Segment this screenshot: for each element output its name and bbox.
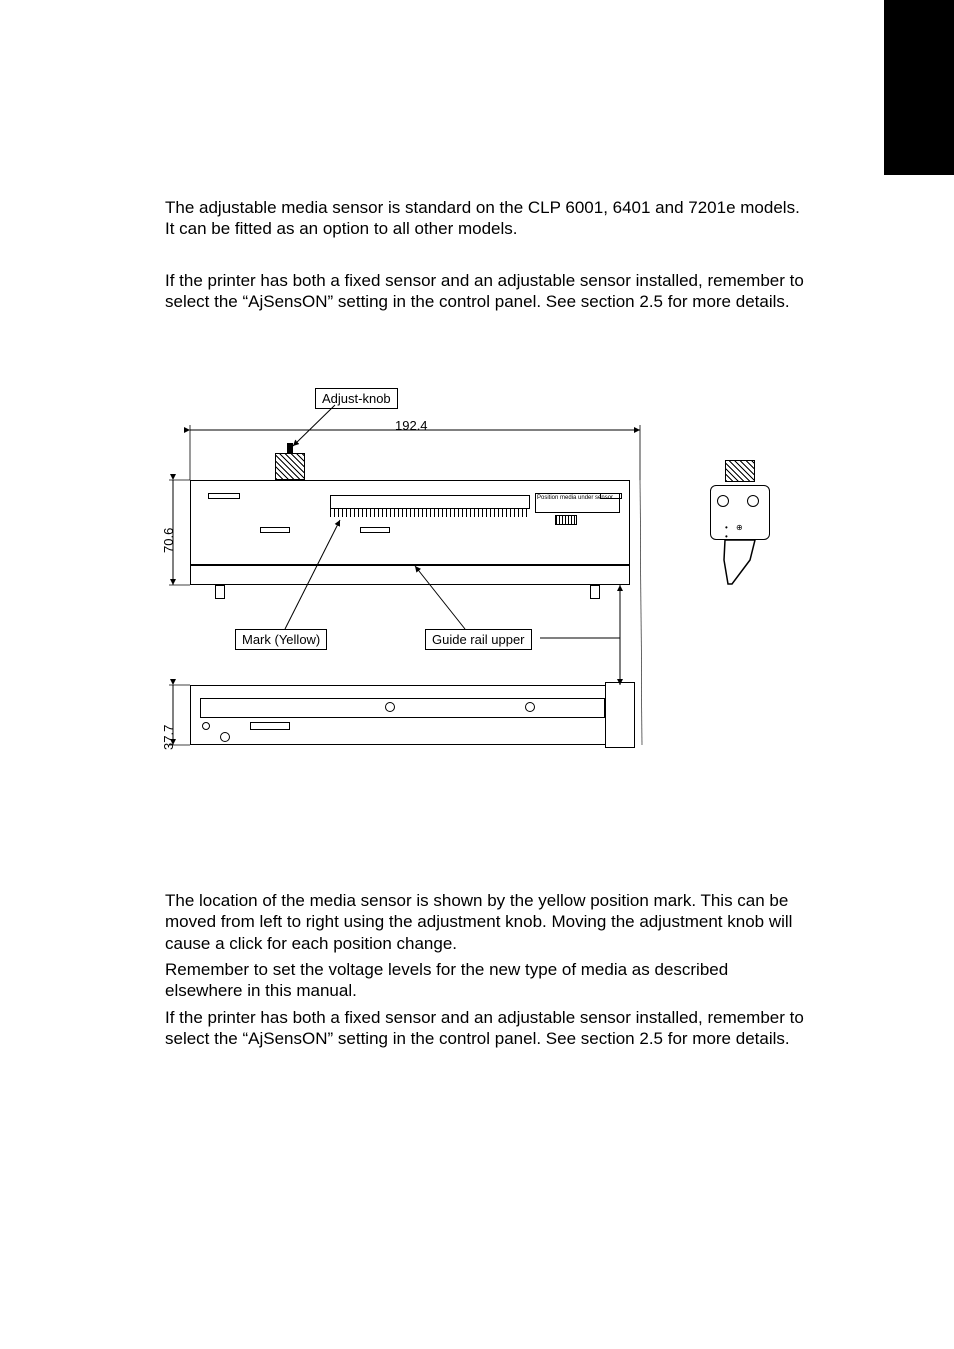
screw-icon bbox=[385, 702, 395, 712]
paragraph-note-2: If the printer has both a fixed sensor a… bbox=[165, 1007, 805, 1050]
screw-icon bbox=[525, 702, 535, 712]
hole-icon bbox=[717, 495, 729, 507]
adjust-knob-hatch-icon bbox=[275, 453, 305, 480]
paragraph-location: The location of the media sensor is show… bbox=[165, 890, 805, 954]
paragraph-note-1: If the printer has both a fixed sensor a… bbox=[165, 270, 805, 313]
drawing-upper-assembly: Position media under sensor bbox=[180, 435, 640, 605]
slot-icon bbox=[600, 493, 622, 499]
diagram-media-sensor: Adjust-knob 192.4 Mark (Yellow) Guide ra… bbox=[165, 380, 805, 810]
upper-bottom-lip bbox=[190, 565, 630, 585]
hole-icon bbox=[202, 722, 210, 730]
tab-icon bbox=[215, 585, 225, 599]
tab-icon bbox=[590, 585, 600, 599]
side-knob-hatch-icon bbox=[725, 460, 755, 482]
drawing-side-view: • ⊕ • bbox=[705, 455, 785, 605]
adjust-wheel-icon bbox=[555, 515, 577, 525]
screw-icon bbox=[220, 732, 230, 742]
hole-icon bbox=[747, 495, 759, 507]
slot-icon bbox=[360, 527, 390, 533]
label-adjust-knob: Adjust-knob bbox=[315, 388, 398, 409]
slot-icon bbox=[250, 722, 290, 730]
sensor-ruler-ticks-icon bbox=[330, 509, 530, 517]
label-guide-rail-upper: Guide rail upper bbox=[425, 629, 532, 650]
dimension-height-upper: 70.6 bbox=[161, 528, 176, 553]
paragraph-intro: The adjustable media sensor is standard … bbox=[165, 197, 805, 240]
side-tab-black bbox=[884, 0, 954, 175]
label-mark-yellow: Mark (Yellow) bbox=[235, 629, 327, 650]
dimension-width: 192.4 bbox=[395, 418, 428, 433]
sensor-ruler-icon bbox=[330, 495, 530, 509]
dots-icon: • ⊕ • bbox=[725, 523, 755, 529]
slot-icon bbox=[208, 493, 240, 499]
page: The adjustable media sensor is standard … bbox=[0, 0, 954, 1349]
lower-end-block bbox=[605, 682, 635, 748]
dimension-height-lower: 37.7 bbox=[161, 725, 176, 750]
lower-inner-rail bbox=[200, 698, 605, 718]
side-arm-icon bbox=[720, 540, 760, 585]
paragraph-voltage: Remember to set the voltage levels for t… bbox=[165, 959, 805, 1002]
slot-icon bbox=[260, 527, 290, 533]
drawing-lower-assembly bbox=[180, 680, 640, 770]
